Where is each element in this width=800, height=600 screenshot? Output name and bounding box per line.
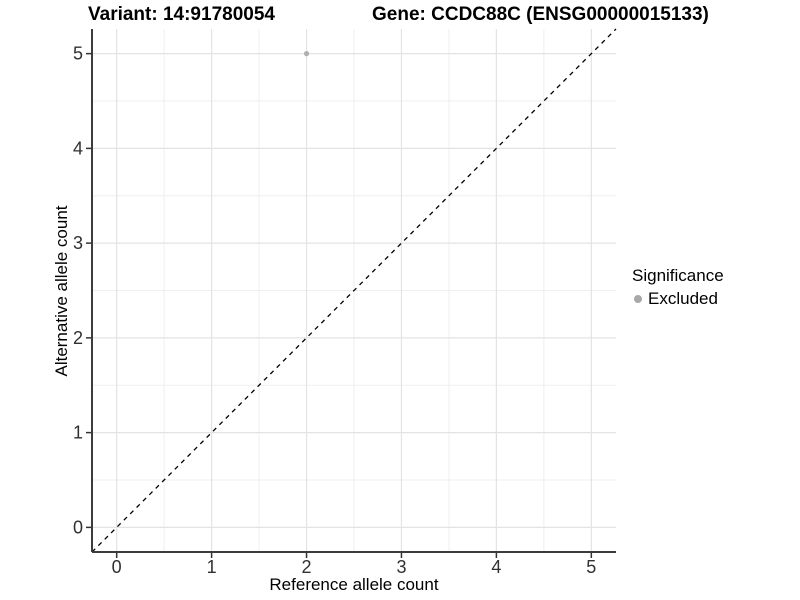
x-tick-label: 5 <box>586 557 596 577</box>
y-tick-label: 0 <box>73 517 83 537</box>
identity-dashed-line <box>91 28 617 553</box>
legend-entry-excluded: Excluded <box>632 289 724 309</box>
data-point-excluded <box>303 51 310 57</box>
y-tick-label: 1 <box>73 423 83 443</box>
legend-title: Significance <box>632 266 724 285</box>
legend-entry-label: Excluded <box>648 289 718 309</box>
x-tick-label: 2 <box>302 557 312 577</box>
legend: Significance Excluded <box>632 266 724 309</box>
x-tick-label: 0 <box>112 557 122 577</box>
excluded-point-swatch-icon <box>634 295 642 304</box>
x-axis-title: Reference allele count <box>269 575 439 594</box>
y-tick-label: 5 <box>73 44 83 64</box>
plot-title-variant: Variant: 14:91780054 <box>88 4 275 25</box>
x-tick-label: 3 <box>396 557 406 577</box>
y-tick-label: 3 <box>73 233 83 253</box>
x-tick-label: 4 <box>491 557 501 577</box>
x-tick-label: 1 <box>207 557 217 577</box>
y-tick-label: 2 <box>73 328 83 348</box>
y-tick-label: 4 <box>73 138 83 158</box>
y-axis-title: Alternative allele count <box>52 205 71 377</box>
plot-title-gene: Gene: CCDC88C (ENSG00000015133) <box>372 4 709 25</box>
